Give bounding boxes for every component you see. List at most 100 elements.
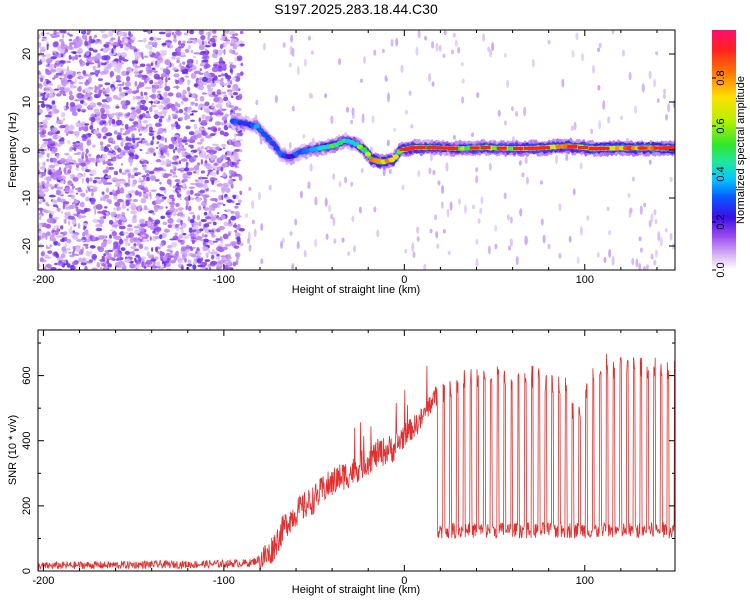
heatmap-cell: [108, 31, 114, 37]
heatmap-cell: [99, 40, 103, 45]
heatmap-cell: [93, 93, 99, 99]
heatmap-cell: [205, 166, 213, 170]
heatmap-cell: [524, 156, 528, 164]
colorbar-tick-label: 0.8: [715, 70, 727, 85]
heatmap-cell: [222, 131, 229, 137]
heatmap-cell: [62, 93, 67, 96]
heatmap-cell: [202, 131, 208, 137]
heatmap-cell: [56, 153, 60, 160]
heatmap-cell: [96, 262, 101, 268]
heatmap-cell: [670, 146, 675, 150]
heatmap-cell: [230, 241, 237, 247]
heatmap-cell: [156, 261, 161, 267]
heatmap-cell: [148, 216, 152, 222]
heatmap-cell: [200, 170, 205, 174]
heatmap-cell: [45, 68, 49, 73]
heatmap-cell: [102, 135, 107, 140]
heatmap-cell: [518, 160, 522, 166]
heatmap-cell: [132, 96, 136, 101]
heatmap-cell: [44, 232, 51, 237]
heatmap-cell: [61, 211, 64, 214]
heatmap-cell: [643, 265, 647, 270]
heatmap-cell: [167, 92, 174, 97]
heatmap-cell: [129, 237, 135, 243]
heatmap-cell: [434, 214, 438, 221]
heatmap-cell: [193, 70, 201, 74]
heatmap-cell: [85, 238, 91, 243]
heatmap-cell: [151, 212, 156, 215]
heatmap-cell: [132, 121, 139, 125]
y-tick-label: 200: [21, 497, 33, 515]
heatmap-cell: [103, 146, 110, 152]
heatmap-cell: [360, 167, 364, 174]
heatmap-cell: [121, 51, 128, 58]
heatmap-cell: [110, 43, 118, 46]
heatmap-cell: [180, 158, 188, 162]
heatmap-cell: [46, 246, 51, 250]
heatmap-cell: [162, 221, 168, 226]
heatmap-cell: [445, 162, 449, 172]
heatmap-cell: [91, 157, 96, 163]
heatmap-cell: [540, 146, 551, 150]
snr-x-label: Height of straight line (km): [292, 584, 420, 596]
heatmap-cell: [80, 162, 87, 167]
heatmap-cell: [92, 56, 99, 62]
heatmap-cell: [221, 194, 224, 201]
heatmap-cell: [66, 211, 71, 217]
heatmap-cell: [513, 146, 524, 151]
heatmap-cell: [107, 158, 114, 162]
heatmap-cell: [435, 42, 439, 52]
heatmap-cell: [590, 128, 594, 135]
heatmap-cell: [291, 262, 295, 270]
heatmap-cell: [134, 74, 138, 78]
heatmap-cell: [126, 208, 129, 211]
heatmap-cell: [172, 185, 178, 189]
heatmap-cell: [134, 80, 138, 87]
heatmap-cell: [213, 214, 218, 217]
heatmap-cell: [665, 113, 669, 121]
heatmap-cell: [635, 258, 639, 268]
heatmap-cell: [231, 85, 237, 92]
heatmap-cell: [55, 143, 63, 147]
heatmap-cell: [56, 116, 59, 121]
heatmap-cell: [44, 104, 51, 107]
heatmap-cell: [282, 42, 286, 48]
heatmap-cell: [82, 257, 87, 264]
heatmap-cell: [79, 215, 87, 219]
heatmap-cell: [104, 175, 112, 178]
y-tick-label: -10: [21, 190, 33, 206]
heatmap-cell: [229, 63, 233, 69]
heatmap-cell: [162, 68, 170, 74]
heatmap-cell: [507, 245, 511, 251]
heatmap-cell: [189, 232, 195, 238]
heatmap-cell: [211, 105, 216, 109]
heatmap-cell: [187, 45, 192, 50]
heatmap-cell: [157, 131, 163, 134]
heatmap-cell: [115, 74, 121, 81]
heatmap-cell: [205, 252, 209, 259]
heatmap-cell: [97, 65, 101, 68]
heatmap-cell: [417, 30, 421, 39]
heatmap-cell: [44, 182, 50, 188]
heatmap-cell: [122, 86, 130, 90]
heatmap-cell: [200, 218, 207, 223]
heatmap-cell: [125, 113, 130, 117]
heatmap-cell: [387, 92, 391, 103]
heatmap-cell: [236, 236, 241, 242]
heatmap-cell: [153, 55, 159, 59]
heatmap-cell: [85, 148, 89, 154]
heatmap-cell: [657, 231, 661, 242]
heatmap-cell: [166, 152, 170, 158]
heatmap-cell: [51, 110, 55, 114]
heatmap-cell: [39, 257, 44, 262]
x-tick-label: 0: [401, 274, 407, 286]
heatmap-cell: [180, 100, 184, 105]
heatmap-cell: [66, 60, 71, 63]
heatmap-cell: [84, 229, 89, 236]
heatmap-cell: [82, 70, 87, 75]
heatmap-cell: [114, 201, 121, 207]
heatmap-cell: [217, 217, 221, 221]
heatmap-cell: [175, 202, 180, 208]
heatmap-cell: [205, 267, 209, 270]
